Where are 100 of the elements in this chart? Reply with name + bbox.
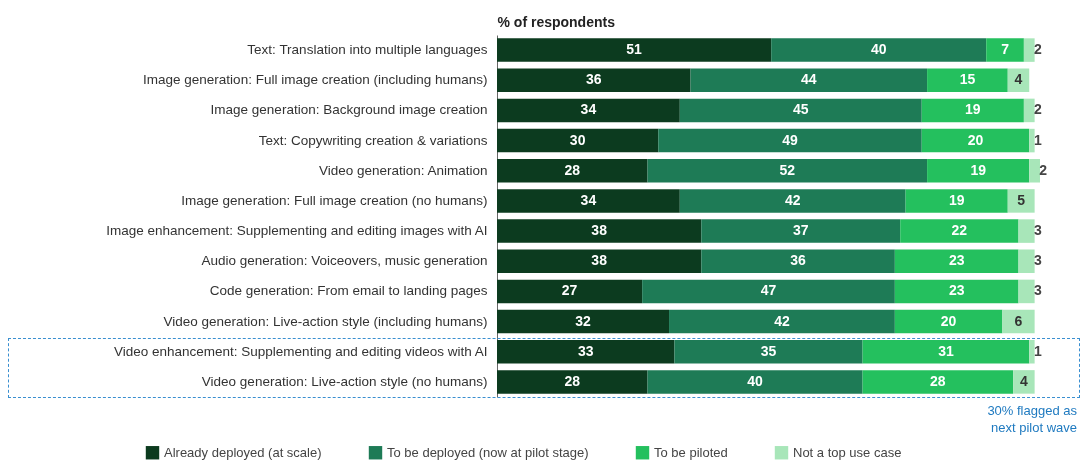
data-label: 2: [1033, 41, 1042, 58]
data-label: 5: [1017, 191, 1026, 208]
data-label: 38: [591, 252, 608, 269]
bar: [701, 219, 901, 243]
data-label: 7: [1001, 41, 1010, 58]
data-label: 4: [1014, 71, 1023, 88]
bar: [497, 98, 680, 123]
data-label: 2: [1033, 101, 1042, 118]
data-label: 20: [967, 131, 984, 148]
y-tick-label: Image enhancement: Supplementing and editing images with AI: [106, 223, 488, 239]
bar: [1018, 249, 1035, 274]
data-label: 23: [948, 282, 965, 299]
data-label: 36: [585, 71, 602, 88]
bar: [986, 38, 1024, 62]
bar: [669, 309, 895, 334]
bar: [921, 98, 1024, 123]
data-label: 51: [626, 41, 643, 58]
bar: [1023, 98, 1035, 123]
bar: [894, 279, 1019, 304]
data-label: 19: [970, 161, 987, 178]
data-label: 20: [940, 312, 957, 329]
y-tick-label: Audio generation: Voiceovers, music generation: [201, 253, 488, 269]
data-label: 35: [760, 342, 777, 359]
legend-label: To be piloted: [654, 444, 728, 460]
bar: [862, 339, 1030, 364]
data-label: 40: [747, 372, 764, 389]
data-label: 1: [1033, 342, 1042, 359]
data-label: 4: [1019, 372, 1028, 389]
bar: [1029, 128, 1035, 153]
data-label: 42: [784, 191, 801, 208]
bar: [497, 219, 702, 243]
data-label: 28: [564, 161, 581, 178]
bar: [497, 370, 648, 394]
y-tick-label: Text: Translation into multiple languages: [247, 42, 488, 58]
data-label: 28: [564, 372, 581, 389]
data-label: 36: [790, 252, 807, 269]
bar: [905, 189, 1008, 213]
bar: [497, 38, 772, 62]
y-tick-label: Video enhancement: Supplementing and editing videos with AI: [113, 343, 488, 359]
bar: [497, 128, 659, 153]
y-tick-label: Text: Copywriting creation & variations: [258, 132, 488, 148]
data-label: 40: [870, 41, 887, 58]
bar: [497, 158, 648, 183]
data-label: 34: [580, 101, 597, 118]
bar: [921, 128, 1030, 153]
y-tick-label: Video generation: Live-action style (no humans): [201, 373, 488, 389]
data-label: 19: [965, 101, 981, 118]
bar: [862, 370, 1014, 394]
data-label: 49: [782, 131, 798, 148]
bar: [894, 309, 1003, 334]
bar: [679, 189, 906, 213]
bar: [1029, 339, 1035, 364]
bar: [497, 68, 691, 93]
data-label: 19: [948, 191, 965, 208]
data-label: 22: [951, 222, 968, 239]
bar: [1018, 219, 1035, 243]
y-tick-label: Video generation: Animation: [318, 162, 488, 178]
bar: [679, 98, 922, 123]
data-label: 23: [948, 252, 965, 269]
data-label: 44: [801, 71, 817, 88]
bar: [1018, 279, 1035, 304]
data-label: 52: [779, 161, 796, 178]
x-axis-title: % of respondents: [497, 13, 616, 30]
data-label: 30: [569, 131, 586, 148]
data-label: 3: [1033, 282, 1042, 299]
data-label: 3: [1033, 252, 1042, 269]
bar: [1007, 68, 1030, 93]
legend-label: Already deployed (at scale): [164, 444, 322, 460]
bar: [647, 158, 928, 183]
bar: [894, 249, 1019, 274]
legend-label: Not a top use case: [793, 444, 902, 460]
text: 30% flagged as next pilot wave: [986, 402, 1077, 436]
bar: [690, 68, 928, 93]
data-label: 31: [938, 342, 954, 359]
data-label: 37: [792, 222, 809, 239]
data-label: 2: [1039, 161, 1048, 178]
data-label: 6: [1014, 312, 1023, 329]
bar: [701, 249, 895, 274]
y-tick-label: Code generation: From email to landing pages: [209, 283, 488, 299]
data-label: 45: [792, 101, 809, 118]
bar: [497, 279, 643, 304]
bar: [1023, 38, 1035, 62]
bar: [1002, 309, 1035, 334]
bar: [1029, 158, 1040, 183]
legend-label: To be deployed (now at pilot stage): [387, 444, 589, 460]
bar: [642, 279, 895, 304]
bar: [497, 249, 702, 274]
bar: [497, 339, 675, 364]
bar: [771, 38, 987, 62]
data-label: 47: [760, 282, 777, 299]
y-tick-label: Image generation: Background image creation: [210, 102, 488, 118]
y-tick-label: Video generation: Live-action style (including humans): [163, 313, 488, 329]
data-label: 3: [1033, 222, 1042, 239]
data-label: 15: [959, 71, 976, 88]
data-label: 32: [575, 312, 592, 329]
bar: [497, 189, 680, 213]
bar: [658, 128, 922, 153]
data-label: 38: [591, 222, 608, 239]
data-label: 34: [580, 191, 597, 208]
data-label: 1: [1033, 131, 1042, 148]
